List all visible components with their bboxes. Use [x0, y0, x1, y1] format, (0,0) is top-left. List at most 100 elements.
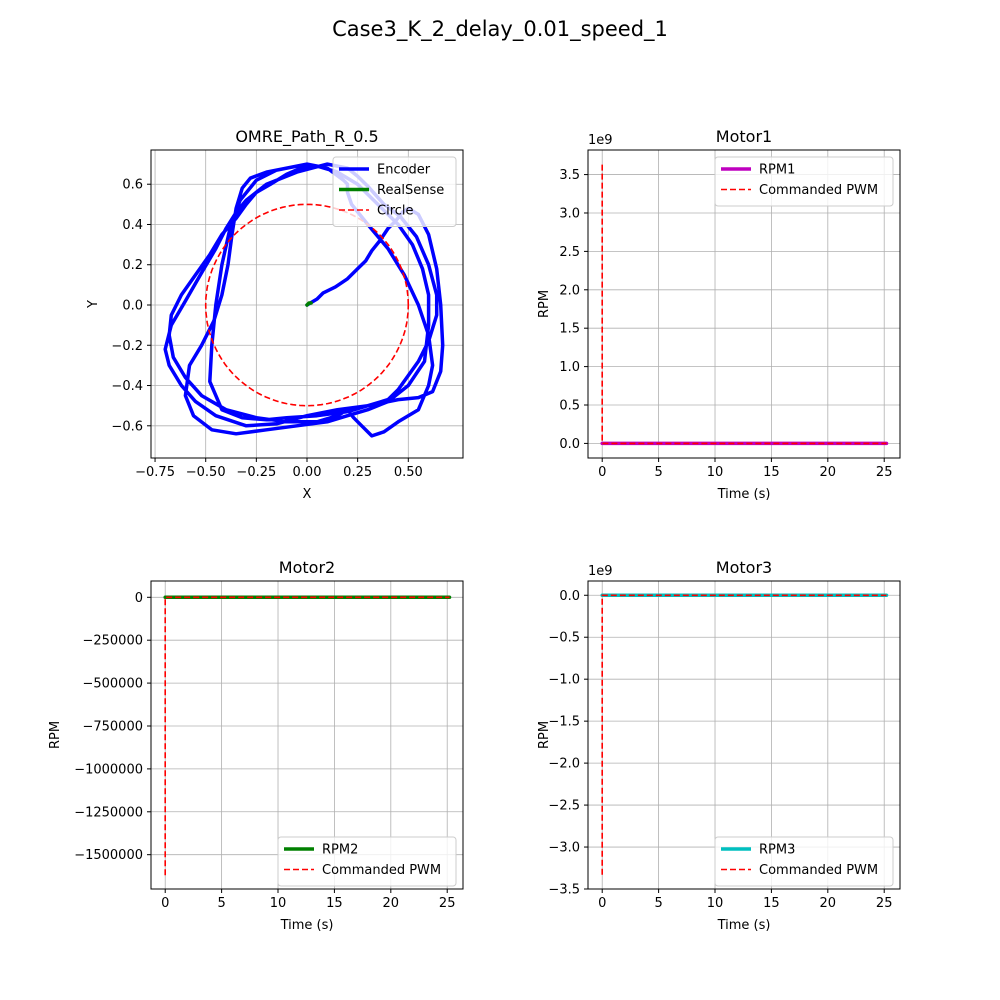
- x-axis-label: Time (s): [717, 487, 771, 502]
- x-tick-label: −0.25: [236, 465, 276, 480]
- x-tick-label: 20: [820, 896, 837, 911]
- x-tick-label: 0: [598, 896, 606, 911]
- y-axis-label: RPM: [537, 721, 552, 749]
- axes-frame: [587, 149, 901, 459]
- y-tick-label: 0.2: [122, 258, 143, 273]
- y-offset-text: 1e9: [588, 564, 613, 579]
- subplot-motor3: 0 5 10 15 20 25 0.0 −0.5 −1.0 −1.5 −2.0 −2.5 −3.0 −3.…: [537, 558, 901, 933]
- x-tick-label: 0: [598, 465, 606, 480]
- series-line-encoder: [163, 162, 445, 438]
- subplot-title: Motor3: [716, 558, 772, 577]
- x-tick-label: 20: [820, 465, 837, 480]
- series-group: [600, 164, 889, 446]
- y-tick-label: 0.0: [122, 299, 143, 314]
- y-tick-label: −3.5: [548, 883, 580, 898]
- y-tick-label: −2.5: [548, 799, 580, 814]
- y-tick-label: −250000: [82, 634, 143, 649]
- axes-frame: [150, 580, 464, 890]
- y-tick-label: −500000: [82, 677, 143, 692]
- x-axis-label: Time (s): [280, 918, 334, 933]
- legend-box: [714, 836, 894, 887]
- subplot-motor1: 0 5 10 15 20 25 0.0 0.5 1.0 1.5 2.0 2.5 3.0 3.5 Motor1…: [537, 127, 901, 502]
- y-axis-label: RPM: [48, 721, 63, 749]
- axes-frame: [587, 580, 901, 890]
- y-axis-label: Y: [86, 300, 101, 309]
- series-line-commanded-pwm: [601, 164, 887, 445]
- subplots: −0.75 −0.50 −0.25 0.00 0.25 0.50−0.6−0.4−0.20…: [48, 127, 901, 933]
- y-tick-label: −1.5: [548, 715, 580, 730]
- y-tick-label: −2.0: [548, 757, 580, 772]
- x-tick-label: 5: [217, 896, 225, 911]
- x-tick-label: 15: [763, 465, 780, 480]
- figure-title: Case3_K_2_delay_0.01_speed_1: [332, 17, 668, 42]
- x-tick-label: 15: [326, 896, 343, 911]
- series-group: [163, 162, 445, 438]
- y-tick-label: 0.0: [559, 589, 580, 604]
- legend-box: [332, 156, 457, 227]
- series-group: [600, 593, 889, 875]
- legend-label: RPM1: [759, 163, 795, 178]
- x-tick-label: 25: [439, 896, 456, 911]
- y-tick-label: −3.0: [548, 841, 580, 856]
- legend-label: Encoder: [377, 163, 431, 178]
- y-tick-label: −750000: [82, 719, 143, 734]
- y-offset-text: 1e9: [588, 133, 613, 148]
- subplot-title: Motor2: [279, 558, 335, 577]
- x-tick-label: −0.50: [186, 465, 226, 480]
- legend-box: [714, 156, 894, 207]
- series-line-commanded-pwm: [164, 596, 450, 876]
- x-tick-label: 10: [270, 896, 287, 911]
- subplot-path: −0.75 −0.50 −0.25 0.00 0.25 0.50 −0.6 −0.4 −0.2 0…: [86, 127, 464, 502]
- x-tick-label: 5: [654, 896, 662, 911]
- y-tick-label: −1000000: [74, 762, 143, 777]
- x-tick-label: 20: [383, 896, 400, 911]
- series-line-realsense: [305, 301, 313, 307]
- legend-label: Commanded PWM: [759, 863, 878, 878]
- y-tick-label: 3.5: [559, 168, 580, 183]
- y-tick-label: −0.2: [111, 339, 143, 354]
- legend-label: RPM3: [759, 843, 795, 858]
- x-axis-label: X: [303, 487, 312, 502]
- legend: Encoder RealSense Circle: [332, 156, 457, 227]
- y-tick-label: −1.0: [548, 673, 580, 688]
- y-tick-label: 3.0: [559, 206, 580, 221]
- y-tick-label: 0.4: [122, 218, 143, 233]
- x-tick-label: 25: [876, 465, 893, 480]
- x-tick-label: 10: [707, 896, 724, 911]
- y-tick-label: 1.5: [559, 322, 580, 337]
- axes-frame: [150, 149, 464, 459]
- subplot-title: Motor1: [716, 127, 772, 146]
- y-tick-label: 0.5: [559, 399, 580, 414]
- subplot-motor2: 0 5 10 15 20 25 0 −250000 −500000 −750000 −1000000…: [48, 558, 464, 933]
- legend: RPM3 Commanded PWM: [714, 836, 894, 887]
- y-tick-label: −0.4: [111, 379, 143, 394]
- x-tick-label: 0.25: [343, 465, 372, 480]
- y-tick-label: 2.5: [559, 245, 580, 260]
- x-tick-label: 0.00: [293, 465, 322, 480]
- series-group: [163, 595, 452, 876]
- series-line-circle: [204, 203, 410, 407]
- y-tick-label: −1250000: [74, 805, 143, 820]
- x-tick-label: 15: [763, 896, 780, 911]
- y-tick-label: −0.6: [111, 419, 143, 434]
- x-axis-label: Time (s): [717, 918, 771, 933]
- series-line-commanded-pwm: [601, 594, 887, 875]
- x-tick-label: −0.75: [135, 465, 175, 480]
- y-tick-label: 2.0: [559, 283, 580, 298]
- x-tick-label: 10: [707, 465, 724, 480]
- legend-label: Commanded PWM: [322, 863, 441, 878]
- subplot-title: OMRE_Path_R_0.5: [235, 127, 378, 147]
- legend: RPM2 Commanded PWM: [277, 836, 457, 887]
- y-axis-label: RPM: [537, 290, 552, 318]
- y-tick-label: 0.6: [122, 178, 143, 193]
- x-tick-label: 5: [654, 465, 662, 480]
- legend-label: Circle: [377, 204, 414, 219]
- y-tick-label: 0.0: [559, 437, 580, 452]
- y-tick-label: −1500000: [74, 848, 143, 863]
- legend-label: RPM2: [322, 843, 358, 858]
- y-tick-label: 0: [135, 591, 143, 606]
- y-tick-label: 1.0: [559, 360, 580, 375]
- x-tick-label: 0.50: [394, 465, 423, 480]
- x-tick-label: 0: [161, 896, 169, 911]
